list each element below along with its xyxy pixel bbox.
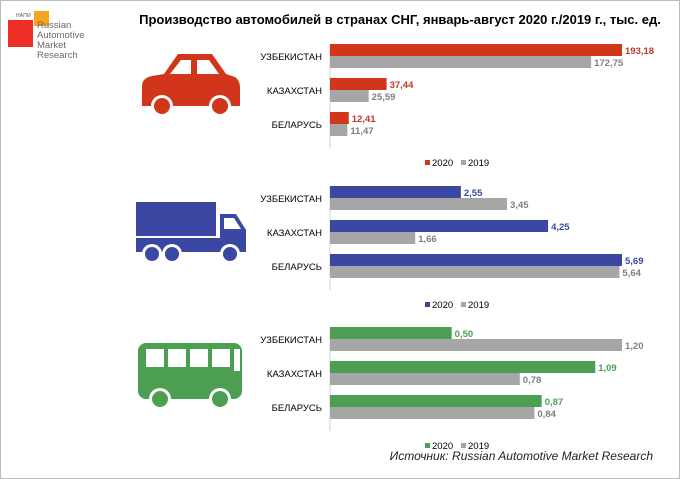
- logo-red-square: [8, 20, 33, 47]
- data-label-2019-kazakhstan: 25,59: [372, 92, 396, 103]
- category-label-belarus: БЕЛАРУСЬ: [272, 120, 322, 131]
- logo-text: Russian Automotive Market Research: [37, 20, 85, 61]
- bus-window: [146, 349, 164, 367]
- legend-label-2020: 2020: [432, 158, 453, 169]
- bus-door: [234, 349, 240, 371]
- truck-icon: [136, 202, 246, 264]
- logo-small-text: НАПИ: [16, 13, 31, 19]
- bar-2019-uzbekistan: [330, 339, 622, 351]
- data-label-2020-belarus: 0,87: [545, 397, 564, 408]
- car-wheel: [212, 98, 228, 114]
- bus-wheel: [212, 391, 228, 407]
- bus-window: [168, 349, 186, 367]
- data-label-2020-belarus: 5,69: [625, 256, 644, 267]
- bus-icon: [138, 343, 242, 410]
- legend-swatch-2019: [461, 302, 466, 307]
- bar-2019-belarus: [330, 266, 620, 278]
- rmar-logo: НАПИ Russian Automotive Market Research: [8, 8, 98, 64]
- data-label-2020-belarus: 12,41: [352, 114, 376, 125]
- bar-2020-belarus: [330, 254, 622, 266]
- bar-2019-kazakhstan: [330, 90, 369, 102]
- bar-2020-kazakhstan: [330, 78, 387, 90]
- bus-wheel: [152, 391, 168, 407]
- chart-panel-3: УЗБЕКИСТАН 0,50 1,20 КАЗАХСТАН 1,09 0,78 БЕЛАР…: [138, 327, 644, 452]
- bar-2020-uzbekistan: [330, 186, 461, 198]
- category-label-belarus: БЕЛАРУСЬ: [272, 403, 322, 414]
- bar-2020-belarus: [330, 112, 349, 124]
- legend-label-2019: 2019: [468, 158, 489, 169]
- bar-2019-uzbekistan: [330, 56, 592, 68]
- data-label-2020-uzbekistan: 2,55: [464, 188, 483, 199]
- legend-label-2019: 2019: [468, 441, 489, 452]
- category-label-belarus: БЕЛАРУСЬ: [272, 262, 322, 273]
- data-label-2019-uzbekistan: 3,45: [510, 200, 529, 211]
- legend-swatch-2019: [461, 160, 466, 165]
- car-window-rear: [197, 60, 219, 74]
- truck-wheel: [223, 247, 237, 261]
- truck-window: [224, 218, 241, 229]
- bar-2019-kazakhstan: [330, 232, 416, 244]
- category-label-kazakhstan: КАЗАХСТАН: [267, 369, 322, 380]
- legend-label-2020: 2020: [432, 300, 453, 311]
- chart-panel-2: УЗБЕКИСТАН 2,55 3,45 КАЗАХСТАН 4,25 1,66 БЕЛАР…: [136, 186, 644, 311]
- bar-2020-kazakhstan: [330, 361, 596, 373]
- legend-swatch-2019: [461, 443, 466, 448]
- data-label-2019-belarus: 5,64: [622, 268, 641, 279]
- data-label-2020-kazakhstan: 4,25: [551, 222, 570, 233]
- data-label-2019-kazakhstan: 0,78: [523, 375, 542, 386]
- data-label-2020-kazakhstan: 1,09: [598, 363, 617, 374]
- data-label-2020-uzbekistan: 0,50: [455, 329, 474, 340]
- bar-2019-kazakhstan: [330, 373, 520, 385]
- category-label-uzbekistan: УЗБЕКИСТАН: [260, 194, 322, 205]
- data-label-2020-kazakhstan: 37,44: [390, 80, 414, 91]
- data-label-2019-belarus: 0,84: [537, 409, 556, 420]
- bar-2020-uzbekistan: [330, 327, 452, 339]
- legend-label-2019: 2019: [468, 300, 489, 311]
- chart-title: Производство автомобилей в странах СНГ, …: [139, 12, 661, 27]
- source-note: Источник: Russian Automotive Market Rese…: [389, 449, 653, 463]
- bar-2019-belarus: [330, 407, 535, 419]
- data-label-2019-uzbekistan: 1,20: [625, 341, 644, 352]
- bar-2020-kazakhstan: [330, 220, 549, 232]
- bar-2019-belarus: [330, 124, 348, 136]
- category-label-kazakhstan: КАЗАХСТАН: [267, 86, 322, 97]
- bar-2019-uzbekistan: [330, 198, 508, 210]
- data-label-2020-uzbekistan: 193,18: [625, 46, 654, 57]
- category-label-uzbekistan: УЗБЕКИСТАН: [260, 52, 322, 63]
- legend-swatch-2020: [425, 160, 430, 165]
- category-label-kazakhstan: КАЗАХСТАН: [267, 228, 322, 239]
- truck-body: [136, 202, 216, 236]
- bar-2020-uzbekistan: [330, 44, 622, 56]
- legend-swatch-2020: [425, 302, 430, 307]
- logo-orange-square: [34, 11, 49, 26]
- data-label-2019-uzbekistan: 172,75: [594, 58, 624, 69]
- truck-wheel: [145, 247, 159, 261]
- car-wheel: [154, 98, 170, 114]
- legend-label-2020: 2020: [432, 441, 453, 452]
- car-icon: [142, 54, 240, 117]
- truck-frame: [136, 238, 246, 252]
- car-body: [142, 54, 240, 106]
- category-label-uzbekistan: УЗБЕКИСТАН: [260, 335, 322, 346]
- bus-window: [190, 349, 208, 367]
- car-window-front: [170, 60, 191, 74]
- legend-swatch-2020: [425, 443, 430, 448]
- truck-wheel: [165, 247, 179, 261]
- data-label-2019-kazakhstan: 1,66: [418, 234, 437, 245]
- bar-2020-belarus: [330, 395, 542, 407]
- bus-window: [212, 349, 230, 367]
- data-label-2019-belarus: 11,47: [350, 126, 373, 137]
